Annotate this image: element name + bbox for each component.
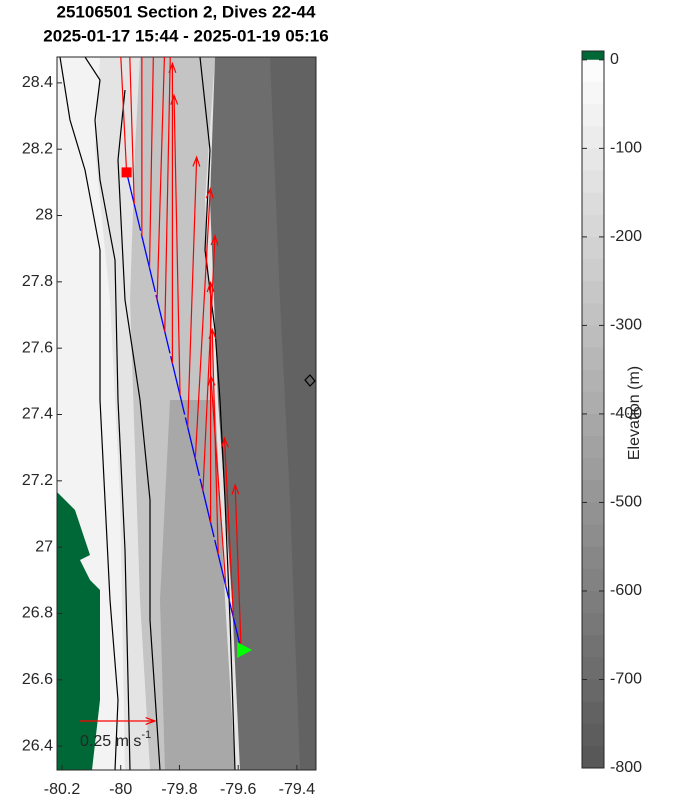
colorbar-band [582,347,604,371]
x-tick-label: -79.4 [279,781,316,798]
colorbar-tick-label: -300 [610,317,642,334]
scale-label-sup: -1 [141,729,151,741]
colorbar-tick-label: -100 [610,140,642,157]
x-tick-label: -80 [109,781,132,798]
y-tick-label: 27.6 [22,339,53,356]
current-vector [129,57,135,205]
current-vector [170,93,181,396]
colorbar-tick-label: -500 [610,494,642,511]
colorbar-band [582,524,604,548]
colorbar-band [582,613,604,636]
colorbar-band [582,745,604,769]
colorbar-band [582,458,604,481]
chart-subtitle: 2025-01-17 15:44 - 2025-01-19 05:16 [43,26,328,45]
y-tick-label: 27.4 [22,406,53,423]
colorbar-band [582,369,604,393]
colorbar-band [582,635,604,658]
current-vector [206,280,215,523]
track-line [125,172,242,651]
plot-frame [56,56,317,771]
colorbar-band [582,701,604,725]
colorbar-band [582,568,604,592]
scale-arrow [80,717,157,725]
colorbar-band [582,502,604,526]
y-tick-label: 27.8 [22,273,53,290]
y-tick-label: 26.6 [22,671,53,688]
vector-layer [120,57,242,651]
colorbar-band [582,391,604,415]
colorbar-band [582,170,604,194]
x-tick-label: -79.8 [161,781,198,798]
colorbar-band [582,126,604,149]
colorbar-band [582,546,604,570]
colorbar-band [582,259,604,282]
y-tick-label: 27 [35,538,53,555]
scale-label: 0.25 m s-1 [80,729,151,750]
y-tick-label: 26.4 [22,737,53,754]
track-end [237,641,253,658]
colorbar-tick-label: -600 [610,582,642,599]
current-vector [156,57,166,300]
colorbar-band [582,723,604,747]
current-vector [120,57,128,173]
current-vector [194,187,214,459]
colorbar-band [582,480,604,503]
colorbar-band [582,325,604,349]
colorbar-band [582,81,604,105]
current-vector [187,155,201,428]
current-vector [207,374,227,587]
bathymetry [57,57,316,770]
current-vector [141,57,143,237]
colorbar-band [582,303,604,326]
colorbar-label: Elevation (m) [626,366,643,460]
current-vector [220,436,235,619]
current-vector [148,57,154,268]
colorbar-frame [581,50,605,769]
x-tick-label: -79.6 [220,781,257,798]
y-tick-label: 27.2 [22,472,53,489]
track-start [121,167,132,178]
colorbar-land [582,51,604,60]
y-tick-label: 28.2 [22,140,53,157]
y-tick-label: 26.8 [22,605,53,622]
colorbar-band [582,192,604,216]
chart-title: 25106501 Section 2, Dives 22-44 [57,2,316,21]
current-vector [202,234,219,491]
scale-label-text: 0.25 m s [80,733,141,750]
colorbar-band [582,104,604,127]
y-tick-label: 28.4 [22,74,53,91]
current-vector [168,61,177,364]
colorbar-band [582,413,604,437]
colorbar-tick-label: -200 [610,228,642,245]
colorbar-band [582,679,604,703]
colorbar-band [582,148,604,171]
current-vector [231,483,242,650]
colorbar-tick-label: -400 [610,405,642,422]
colorbar-band [582,590,604,614]
colorbar-tick-label: 0 [610,51,619,68]
colorbar-band [582,236,604,260]
y-tick-label: 28 [35,207,53,224]
colorbar-band [582,436,604,459]
colorbar-band [582,214,604,238]
current-vector [164,57,171,332]
colorbar-band [582,281,604,304]
x-tick-label: -80.2 [44,781,81,798]
colorbar-band [582,59,604,83]
colorbar-tick-label: -700 [610,671,642,688]
colorbar-tick-label: -800 [610,759,642,776]
colorbar-band [582,657,604,680]
